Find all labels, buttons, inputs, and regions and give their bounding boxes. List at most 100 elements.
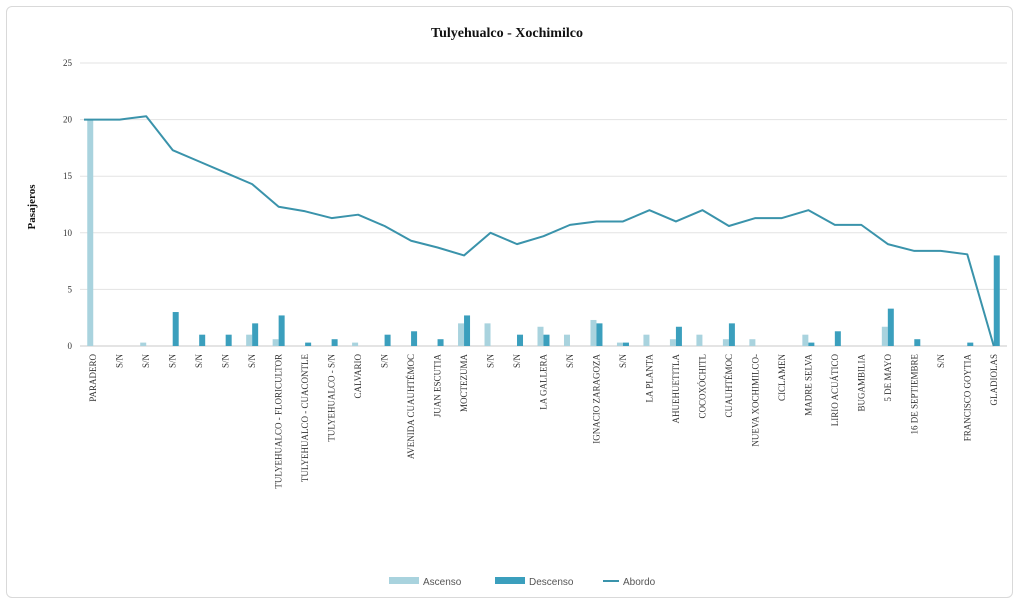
bar-ascenso bbox=[563, 334, 570, 346]
y-tick-label: 0 bbox=[68, 341, 73, 351]
legend-label: Abordo bbox=[623, 577, 656, 588]
x-tick-label: S/N bbox=[380, 354, 390, 369]
x-tick-label: TULYEHUALCO - FLORICULTOR bbox=[274, 354, 284, 489]
bar-descenso bbox=[622, 342, 629, 346]
bar-ascenso bbox=[881, 326, 888, 346]
bar-descenso bbox=[887, 308, 894, 346]
legend-item-descenso: Descenso bbox=[495, 577, 574, 588]
legend-swatch bbox=[389, 577, 419, 584]
x-tick-label: TULYEHUALCO - CUACONTLE bbox=[300, 354, 310, 483]
y-tick-label: 5 bbox=[68, 284, 73, 294]
bar-descenso bbox=[199, 334, 206, 346]
x-tick-label: S/N bbox=[115, 354, 125, 369]
x-tick-label: CALVARIO bbox=[353, 354, 363, 399]
x-tick-label: S/N bbox=[486, 354, 496, 369]
bar-descenso bbox=[914, 339, 921, 346]
x-tick-label: MOCTEZUMA bbox=[459, 354, 469, 412]
bar-ascenso bbox=[140, 342, 147, 346]
x-tick-label: AHUEHUETITLA bbox=[671, 354, 681, 424]
x-tick-label: MADRE SELVA bbox=[803, 354, 813, 416]
bar-descenso bbox=[411, 331, 418, 346]
x-tick-label: S/N bbox=[512, 354, 522, 369]
x-tick-label: S/N bbox=[247, 354, 257, 369]
chart-title: Tulyehualco - Xochimilco bbox=[431, 26, 583, 41]
bar-ascenso bbox=[696, 334, 703, 346]
bar-descenso bbox=[596, 323, 603, 346]
bar-ascenso bbox=[749, 339, 756, 346]
bar-ascenso bbox=[643, 334, 650, 346]
x-tick-label: BUGAMBILIA bbox=[856, 354, 866, 412]
bar-descenso bbox=[464, 315, 471, 346]
bar-ascenso bbox=[484, 323, 491, 346]
x-tick-label: 5 DE MAYO bbox=[883, 353, 893, 401]
bar-descenso bbox=[543, 334, 550, 346]
line-layer bbox=[84, 115, 995, 347]
line-abordo bbox=[84, 115, 995, 347]
bar-ascenso bbox=[669, 339, 676, 346]
x-tick-label: S/N bbox=[194, 354, 204, 369]
x-tick-label: LA GALLERA bbox=[539, 354, 549, 410]
bar-ascenso bbox=[458, 323, 465, 346]
bar-descenso bbox=[252, 323, 259, 346]
bar-descenso bbox=[384, 334, 391, 346]
x-tick-label: FRANCISCO GOYTIA bbox=[962, 354, 972, 442]
bar-descenso bbox=[331, 339, 338, 346]
bar-descenso bbox=[967, 342, 974, 346]
bar-descenso bbox=[517, 334, 524, 346]
bar-ascenso bbox=[802, 334, 809, 346]
x-tick-label: JUAN ESCUTIA bbox=[433, 354, 443, 418]
x-tick-label: TULYEHUALCO - S/N bbox=[327, 354, 337, 442]
x-tick-label: S/N bbox=[565, 354, 575, 369]
x-tick-label: GLADIOLAS bbox=[989, 354, 999, 406]
y-tick-label: 20 bbox=[63, 115, 73, 125]
y-tick-label: 25 bbox=[63, 58, 73, 68]
bar-ascenso bbox=[246, 334, 253, 346]
bar-descenso bbox=[808, 342, 815, 346]
y-axis-label: Pasajeros bbox=[26, 184, 38, 230]
x-tick-label: CICLAMEN bbox=[777, 354, 787, 402]
x-tick-label: NUEVA XOCHIMILCO- bbox=[750, 354, 760, 447]
bar-ascenso bbox=[537, 326, 544, 346]
x-tick-label: LA PLANTA bbox=[644, 354, 654, 403]
x-tick-label: IGNACIO ZARAGOZA bbox=[591, 354, 601, 444]
x-tick-label: COCOXÓCHITL bbox=[697, 354, 707, 419]
legend-label: Descenso bbox=[529, 577, 574, 588]
bar-descenso bbox=[728, 323, 735, 346]
legend-item-ascenso: Ascenso bbox=[389, 577, 462, 588]
chart-svg: Tulyehualco - Xochimilco Pasajeros 0 5 10 1… bbox=[26, 26, 1007, 588]
bars-layer bbox=[87, 119, 1000, 346]
x-tick-label: LIRIO ACUÁTICO bbox=[830, 354, 840, 427]
bar-descenso bbox=[993, 255, 1000, 346]
legend-item-abordo: Abordo bbox=[603, 577, 656, 588]
y-tick-label: 10 bbox=[63, 228, 73, 238]
x-tick-label: CUAUHTÉMOC bbox=[724, 354, 734, 418]
bar-ascenso bbox=[87, 119, 94, 346]
x-tick-label: S/N bbox=[936, 354, 946, 369]
x-tick-label: S/N bbox=[221, 354, 231, 369]
bar-ascenso bbox=[352, 342, 359, 346]
bar-ascenso bbox=[616, 342, 623, 346]
grid-layer: 0 5 10 15 20 25 bbox=[63, 58, 1007, 351]
bar-descenso bbox=[675, 326, 682, 346]
x-tick-label: PARADERO bbox=[88, 354, 98, 402]
bar-descenso bbox=[834, 331, 841, 346]
x-tick-label: S/N bbox=[618, 354, 628, 369]
bar-descenso bbox=[437, 339, 444, 346]
bar-descenso bbox=[278, 315, 285, 346]
x-tick-label: 16 DE SEPTIEMBRE bbox=[909, 354, 919, 435]
bar-ascenso bbox=[272, 339, 279, 346]
x-tick-labels: PARADERO S/N S/N S/N S/N S/N S/N TULYEHUALCO - … bbox=[88, 353, 999, 488]
chart-container: Tulyehualco - Xochimilco Pasajeros 0 5 10 1… bbox=[6, 6, 1013, 598]
y-tick-label: 15 bbox=[63, 171, 73, 181]
x-tick-label: S/N bbox=[168, 354, 178, 369]
legend-swatch bbox=[495, 577, 525, 584]
bar-descenso bbox=[172, 312, 179, 346]
bar-ascenso bbox=[590, 319, 597, 346]
x-tick-label: AVENIDA CUAUHTÉMOC bbox=[406, 354, 416, 459]
bar-ascenso bbox=[722, 339, 729, 346]
bar-descenso bbox=[225, 334, 232, 346]
legend: Ascenso Descenso Abordo bbox=[389, 577, 656, 588]
bar-descenso bbox=[305, 342, 312, 346]
legend-label: Ascenso bbox=[423, 577, 462, 588]
x-tick-label: S/N bbox=[141, 354, 151, 369]
